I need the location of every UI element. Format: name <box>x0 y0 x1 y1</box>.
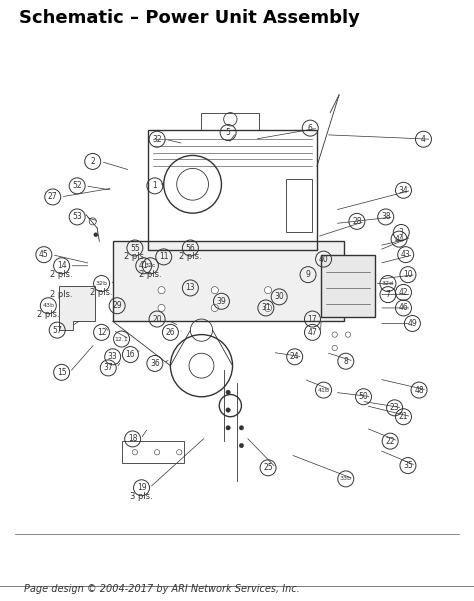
Text: 2 pls.: 2 pls. <box>50 270 73 279</box>
Text: 25: 25 <box>263 463 273 472</box>
Text: 2 pls.: 2 pls. <box>90 288 113 297</box>
Text: 3 pls.: 3 pls. <box>130 492 153 501</box>
Circle shape <box>239 444 244 448</box>
Text: 8: 8 <box>343 357 348 366</box>
Text: Schematic – Power Unit Assembly: Schematic – Power Unit Assembly <box>19 9 360 27</box>
Text: 24: 24 <box>290 352 300 361</box>
Text: 42: 42 <box>399 288 408 297</box>
Text: 34: 34 <box>399 186 409 195</box>
Text: 20: 20 <box>152 314 162 323</box>
Text: 44: 44 <box>394 234 404 243</box>
Text: 47: 47 <box>308 328 318 337</box>
Text: 41: 41 <box>139 261 148 270</box>
Text: 9: 9 <box>306 270 310 279</box>
Text: 16: 16 <box>126 350 135 359</box>
Text: 14: 14 <box>57 261 66 270</box>
Text: 6: 6 <box>308 124 313 133</box>
Text: 12: 12 <box>97 328 106 337</box>
Text: 55: 55 <box>130 243 140 252</box>
Text: 53: 53 <box>72 212 82 221</box>
Text: 32c: 32c <box>145 263 156 268</box>
Text: 21: 21 <box>399 412 408 421</box>
Text: 23: 23 <box>390 403 400 412</box>
Text: 32d: 32d <box>382 281 394 286</box>
Text: 2 pls.: 2 pls. <box>139 270 162 279</box>
Text: 45: 45 <box>39 250 49 259</box>
Text: 38: 38 <box>381 212 391 221</box>
Text: 19: 19 <box>137 483 146 492</box>
Text: 40: 40 <box>319 255 328 264</box>
Text: 11: 11 <box>159 252 168 261</box>
Text: 37: 37 <box>103 364 113 373</box>
Text: 12.1: 12.1 <box>115 337 128 341</box>
Text: 7: 7 <box>385 290 391 299</box>
Circle shape <box>264 287 272 294</box>
Text: 3: 3 <box>399 228 404 237</box>
Text: 4: 4 <box>421 135 426 144</box>
Text: 33b: 33b <box>340 477 352 481</box>
Text: 39: 39 <box>217 297 227 306</box>
Text: 28: 28 <box>352 217 362 226</box>
Text: 2: 2 <box>91 157 95 166</box>
Circle shape <box>211 287 219 294</box>
Circle shape <box>93 233 98 237</box>
Text: 46: 46 <box>399 304 409 313</box>
Text: 2 pls.: 2 pls. <box>37 310 60 319</box>
Polygon shape <box>59 285 95 330</box>
Circle shape <box>226 426 230 430</box>
Circle shape <box>211 304 219 311</box>
Text: 1: 1 <box>153 182 157 191</box>
Text: 29: 29 <box>112 301 122 310</box>
Text: 35: 35 <box>403 461 413 470</box>
Text: 43b: 43b <box>42 304 55 308</box>
Text: 50: 50 <box>359 392 368 401</box>
Text: 30: 30 <box>274 292 284 301</box>
Text: 48: 48 <box>414 386 424 395</box>
Circle shape <box>239 426 244 430</box>
Circle shape <box>226 408 230 412</box>
Text: 2 pls.: 2 pls. <box>124 252 146 261</box>
Text: 57: 57 <box>52 326 62 335</box>
Text: 2 pls.: 2 pls. <box>179 252 202 261</box>
Text: 36: 36 <box>150 359 160 368</box>
Text: 18: 18 <box>128 435 137 444</box>
Text: 26: 26 <box>165 328 175 337</box>
Circle shape <box>158 287 165 294</box>
Text: 15: 15 <box>57 368 66 377</box>
Text: 32: 32 <box>152 135 162 144</box>
Circle shape <box>264 304 272 311</box>
Text: 27: 27 <box>48 192 57 201</box>
Text: 10: 10 <box>403 270 413 279</box>
Text: 56: 56 <box>185 243 195 252</box>
Text: 22: 22 <box>385 437 395 446</box>
Text: 13: 13 <box>185 284 195 293</box>
Text: 31: 31 <box>261 304 271 313</box>
Text: 17: 17 <box>308 314 317 323</box>
Text: 32b: 32b <box>96 281 108 286</box>
Circle shape <box>226 390 230 394</box>
Text: 2 pls.: 2 pls. <box>50 290 73 299</box>
Text: 41b: 41b <box>318 388 329 392</box>
Text: 33: 33 <box>108 352 118 361</box>
Text: 5: 5 <box>226 128 230 137</box>
Text: 49: 49 <box>408 319 417 328</box>
Circle shape <box>158 304 165 311</box>
Polygon shape <box>113 242 344 322</box>
Text: Page design © 2004-2017 by ARI Network Services, Inc.: Page design © 2004-2017 by ARI Network S… <box>24 584 300 594</box>
Polygon shape <box>321 255 374 317</box>
Text: 52: 52 <box>73 182 82 191</box>
Text: 43: 43 <box>401 250 410 259</box>
